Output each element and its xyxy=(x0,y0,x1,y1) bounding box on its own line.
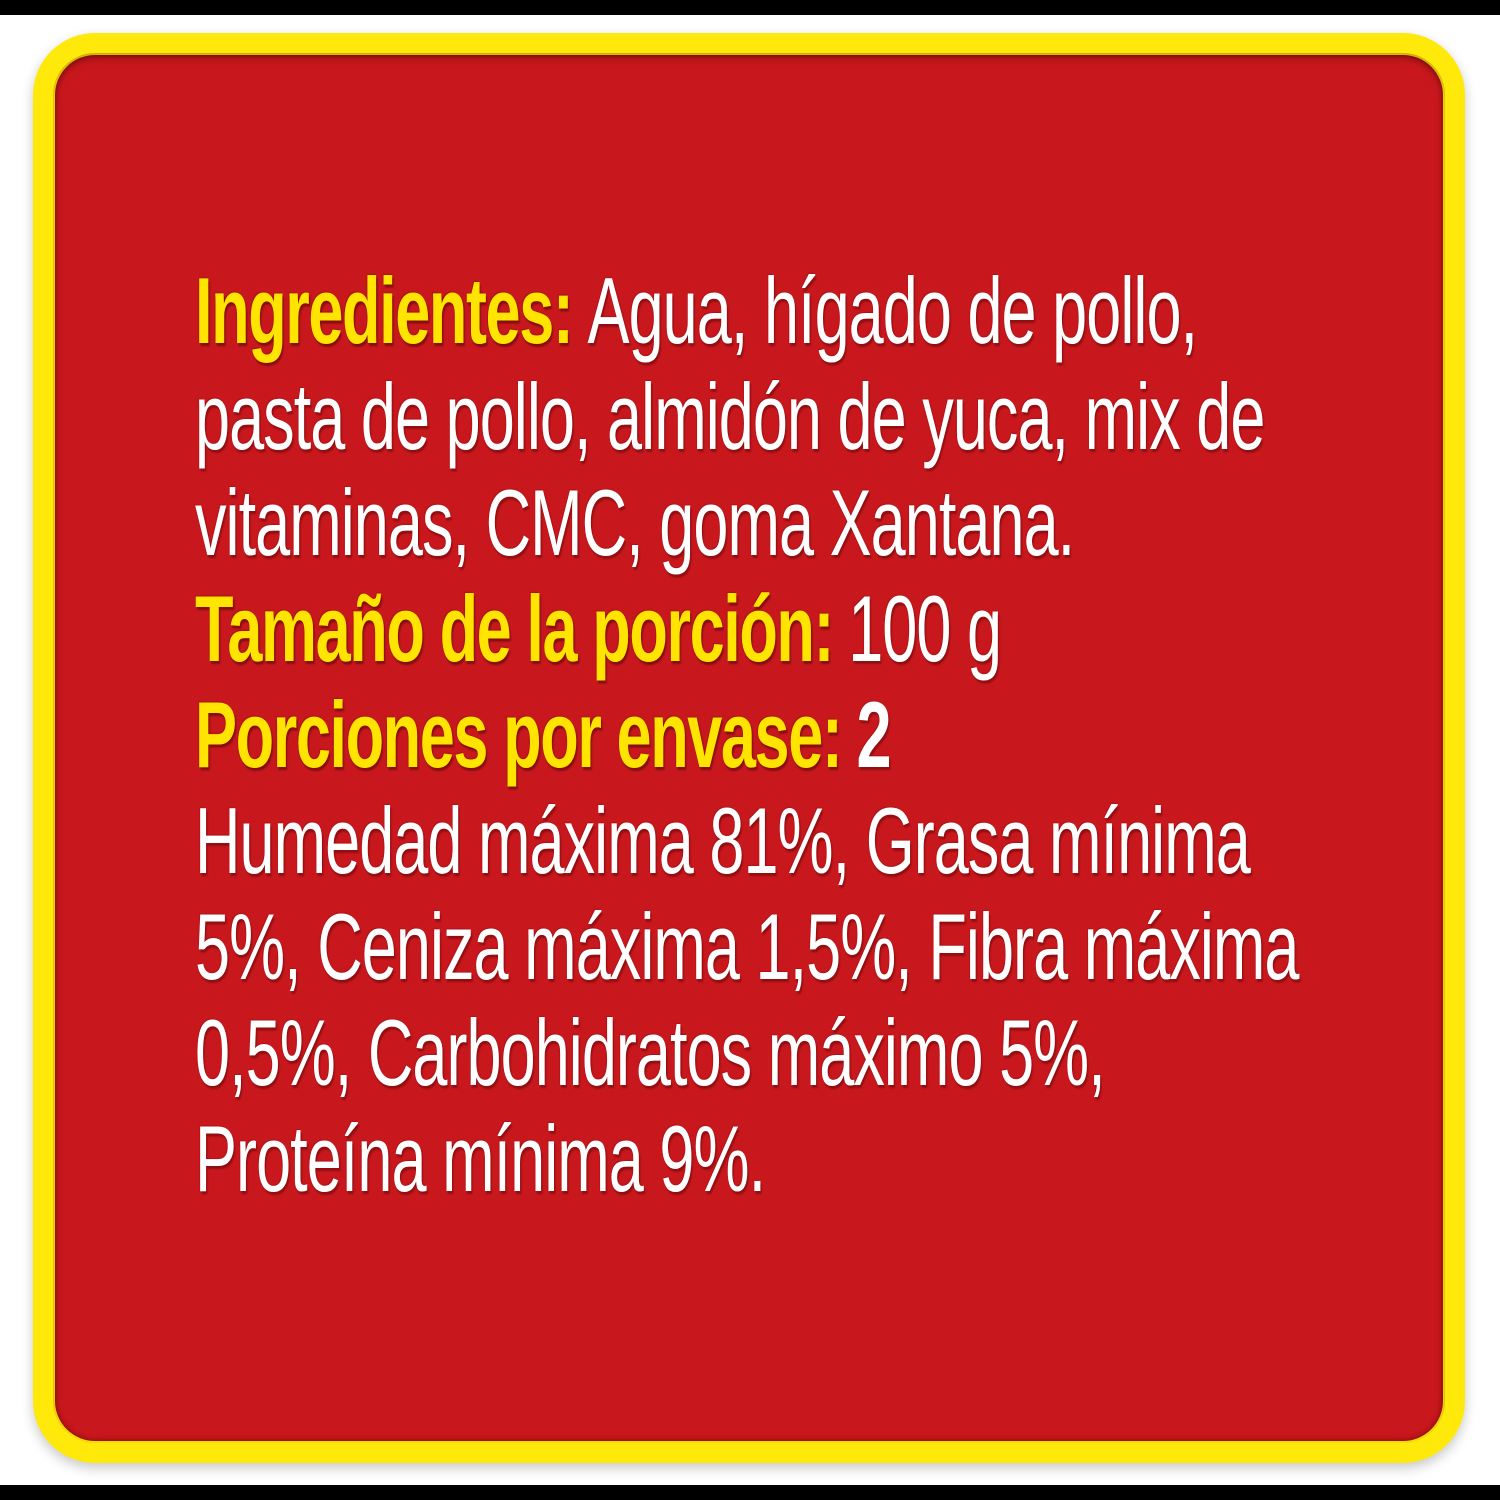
analysis-text-1: Humedad máxima 81%, Grasa mínima xyxy=(195,788,1251,893)
bottom-edge-bar xyxy=(0,1485,1500,1500)
ingredients-line-3: vitaminas, CMC, goma Xantana. xyxy=(195,470,1299,576)
serving-size-value: 100 g xyxy=(848,576,1002,681)
analysis-line-3: 0,5%, Carbohidratos máximo 5%, xyxy=(195,1000,1299,1106)
serving-size-heading: Tamaño de la porción: xyxy=(195,576,834,681)
top-edge-bar xyxy=(0,0,1500,15)
analysis-text-2: 5%, Ceniza máxima 1,5%, Fibra máxima xyxy=(195,894,1299,999)
analysis-text-3: 0,5%, Carbohidratos máximo 5%, xyxy=(195,1000,1106,1105)
analysis-line-4: Proteína mínima 9%. xyxy=(195,1106,1299,1212)
ingredients-text-2: pasta de pollo, almidón de yuca, mix de xyxy=(195,364,1265,469)
portions-heading: Porciones por envase: xyxy=(195,682,843,787)
ingredients-text-3: vitaminas, CMC, goma Xantana. xyxy=(195,470,1075,575)
ingredients-heading: Ingredientes: xyxy=(195,258,574,363)
ingredients-label-panel: Ingredientes: Agua, hígado de pollo, past… xyxy=(33,33,1465,1463)
analysis-text-4: Proteína mínima 9%. xyxy=(195,1106,766,1211)
portions-value: 2 xyxy=(856,682,892,787)
portions-line: Porciones por envase: 2 xyxy=(195,682,1299,788)
label-text-block: Ingredientes: Agua, hígado de pollo, past… xyxy=(195,258,1500,1212)
ingredients-line-2: pasta de pollo, almidón de yuca, mix de xyxy=(195,364,1299,470)
serving-size-line: Tamaño de la porción: 100 g xyxy=(195,576,1299,682)
ingredients-line-1: Ingredientes: Agua, hígado de pollo, xyxy=(195,258,1299,364)
ingredients-text-1: Agua, hígado de pollo, xyxy=(587,258,1198,363)
analysis-line-1: Humedad máxima 81%, Grasa mínima xyxy=(195,788,1299,894)
analysis-line-2: 5%, Ceniza máxima 1,5%, Fibra máxima xyxy=(195,894,1299,1000)
